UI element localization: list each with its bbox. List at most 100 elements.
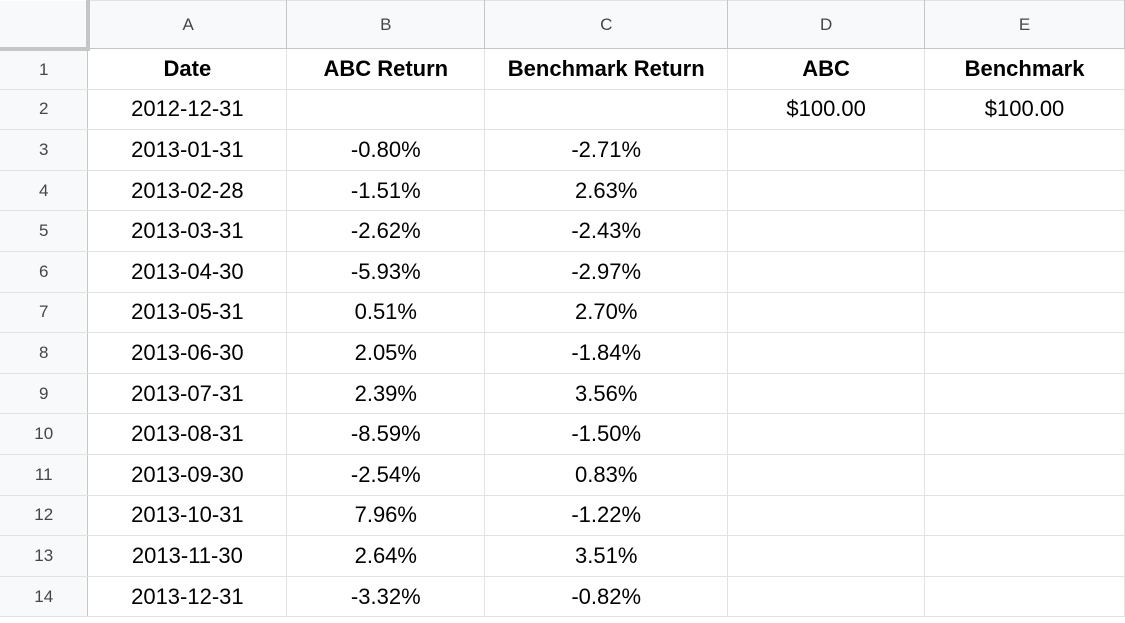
- cell-b10[interactable]: -8.59%: [286, 413, 486, 455]
- cell-d6[interactable]: [727, 251, 926, 293]
- cell-d7[interactable]: [727, 292, 926, 334]
- cell-a10[interactable]: 2013-08-31: [87, 413, 288, 455]
- row-header[interactable]: 4: [0, 170, 89, 212]
- column-header-row: A B C D E: [0, 0, 1125, 51]
- cell-e5[interactable]: [924, 210, 1125, 252]
- row-header[interactable]: 11: [0, 454, 89, 496]
- cell-a2[interactable]: 2012-12-31: [87, 89, 288, 131]
- cell-d14[interactable]: [727, 576, 926, 618]
- cell-c10[interactable]: -1.50%: [484, 413, 729, 455]
- cell-d12[interactable]: [727, 495, 926, 537]
- cell-b1[interactable]: ABC Return: [286, 48, 486, 90]
- cell-c8[interactable]: -1.84%: [484, 332, 729, 374]
- cell-e11[interactable]: [924, 454, 1125, 496]
- cell-a7[interactable]: 2013-05-31: [87, 292, 288, 334]
- cell-e9[interactable]: [924, 373, 1125, 415]
- cell-c11[interactable]: 0.83%: [484, 454, 729, 496]
- cell-a11[interactable]: 2013-09-30: [87, 454, 288, 496]
- cell-b11[interactable]: -2.54%: [286, 454, 486, 496]
- cell-d9[interactable]: [727, 373, 926, 415]
- cell-c3[interactable]: -2.71%: [484, 129, 729, 171]
- cell-b13[interactable]: 2.64%: [286, 535, 486, 577]
- cell-c2[interactable]: [484, 89, 729, 131]
- sheet-row: 9 2013-07-31 2.39% 3.56%: [0, 373, 1125, 415]
- cell-c14[interactable]: -0.82%: [484, 576, 729, 618]
- cell-d4[interactable]: [727, 170, 926, 212]
- cell-d11[interactable]: [727, 454, 926, 496]
- cell-b4[interactable]: -1.51%: [286, 170, 486, 212]
- cell-d1[interactable]: ABC: [727, 48, 926, 90]
- cell-c9[interactable]: 3.56%: [484, 373, 729, 415]
- row-header[interactable]: 10: [0, 413, 89, 455]
- cell-d13[interactable]: [727, 535, 926, 577]
- cell-e1[interactable]: Benchmark: [924, 48, 1125, 90]
- row-header[interactable]: 5: [0, 210, 89, 252]
- cell-c6[interactable]: -2.97%: [484, 251, 729, 293]
- column-header-e[interactable]: E: [924, 0, 1125, 49]
- cell-b5[interactable]: -2.62%: [286, 210, 486, 252]
- cell-c4[interactable]: 2.63%: [484, 170, 729, 212]
- row-header[interactable]: 3: [0, 129, 89, 171]
- cell-a13[interactable]: 2013-11-30: [87, 535, 288, 577]
- row-header[interactable]: 9: [0, 373, 89, 415]
- row-header[interactable]: 1: [0, 48, 89, 90]
- sheet-row: 8 2013-06-30 2.05% -1.84%: [0, 332, 1125, 374]
- cell-e8[interactable]: [924, 332, 1125, 374]
- cell-c7[interactable]: 2.70%: [484, 292, 729, 334]
- column-header-b[interactable]: B: [286, 0, 486, 49]
- cell-d3[interactable]: [727, 129, 926, 171]
- cell-b8[interactable]: 2.05%: [286, 332, 486, 374]
- cell-a12[interactable]: 2013-10-31: [87, 495, 288, 537]
- cell-d2[interactable]: $100.00: [727, 89, 926, 131]
- cell-b7[interactable]: 0.51%: [286, 292, 486, 334]
- sheet-body: 1 Date ABC Return Benchmark Return ABC Benchm…: [0, 48, 1125, 618]
- cell-d8[interactable]: [727, 332, 926, 374]
- cell-a4[interactable]: 2013-02-28: [87, 170, 288, 212]
- cell-e7[interactable]: [924, 292, 1125, 334]
- cell-e10[interactable]: [924, 413, 1125, 455]
- cell-c5[interactable]: -2.43%: [484, 210, 729, 252]
- cell-b12[interactable]: 7.96%: [286, 495, 486, 537]
- cell-b14[interactable]: -3.32%: [286, 576, 486, 618]
- sheet-row: 14 2013-12-31 -3.32% -0.82%: [0, 576, 1125, 618]
- cell-e12[interactable]: [924, 495, 1125, 537]
- row-header[interactable]: 7: [0, 292, 89, 334]
- cell-c13[interactable]: 3.51%: [484, 535, 729, 577]
- row-header[interactable]: 6: [0, 251, 89, 293]
- cell-e3[interactable]: [924, 129, 1125, 171]
- cell-e2[interactable]: $100.00: [924, 89, 1125, 131]
- cell-a9[interactable]: 2013-07-31: [87, 373, 288, 415]
- cell-a1[interactable]: Date: [87, 48, 288, 90]
- sheet-row: 7 2013-05-31 0.51% 2.70%: [0, 292, 1125, 334]
- select-all-corner[interactable]: [0, 0, 90, 51]
- column-header-d[interactable]: D: [727, 0, 926, 49]
- cell-a6[interactable]: 2013-04-30: [87, 251, 288, 293]
- cell-c1[interactable]: Benchmark Return: [484, 48, 729, 90]
- cell-e14[interactable]: [924, 576, 1125, 618]
- sheet-row: 4 2013-02-28 -1.51% 2.63%: [0, 170, 1125, 212]
- cell-a8[interactable]: 2013-06-30: [87, 332, 288, 374]
- row-header[interactable]: 14: [0, 576, 89, 618]
- cell-b9[interactable]: 2.39%: [286, 373, 486, 415]
- cell-b2[interactable]: [286, 89, 486, 131]
- cell-d5[interactable]: [727, 210, 926, 252]
- column-header-c[interactable]: C: [484, 0, 729, 49]
- cell-a3[interactable]: 2013-01-31: [87, 129, 288, 171]
- cell-a14[interactable]: 2013-12-31: [87, 576, 288, 618]
- row-header[interactable]: 13: [0, 535, 89, 577]
- cell-a5[interactable]: 2013-03-31: [87, 210, 288, 252]
- column-header-a[interactable]: A: [87, 0, 288, 49]
- sheet-row: 11 2013-09-30 -2.54% 0.83%: [0, 454, 1125, 496]
- row-header[interactable]: 8: [0, 332, 89, 374]
- sheet-row: 2 2012-12-31 $100.00 $100.00: [0, 89, 1125, 131]
- cell-d10[interactable]: [727, 413, 926, 455]
- cell-e13[interactable]: [924, 535, 1125, 577]
- cell-e4[interactable]: [924, 170, 1125, 212]
- cell-c12[interactable]: -1.22%: [484, 495, 729, 537]
- row-header[interactable]: 12: [0, 495, 89, 537]
- cell-e6[interactable]: [924, 251, 1125, 293]
- sheet-row: 1 Date ABC Return Benchmark Return ABC Benchm…: [0, 48, 1125, 90]
- cell-b3[interactable]: -0.80%: [286, 129, 486, 171]
- row-header[interactable]: 2: [0, 89, 89, 131]
- cell-b6[interactable]: -5.93%: [286, 251, 486, 293]
